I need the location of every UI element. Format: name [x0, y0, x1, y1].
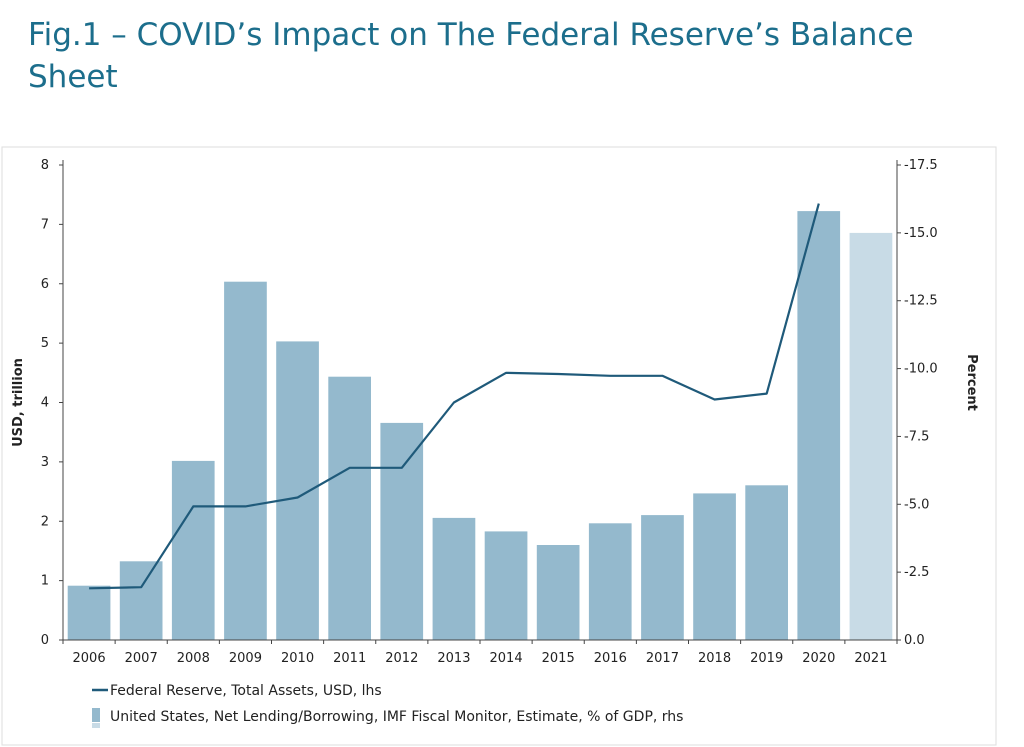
y2-tick-label-6: -15.0: [904, 226, 938, 241]
y-tick-label-4: 4: [41, 396, 49, 411]
bar-2008: [171, 460, 215, 640]
bar-2006: [67, 585, 111, 640]
bars-layer: [67, 211, 893, 640]
bar-2015: [536, 545, 580, 640]
x-tick-label-2015: 2015: [542, 651, 575, 666]
bar-2011: [328, 376, 371, 640]
bar-2017: [641, 515, 684, 640]
y2-tick-label-5: -12.5: [904, 294, 938, 309]
bar-2009: [224, 281, 267, 640]
x-tick-label-2010: 2010: [281, 651, 314, 666]
bar-2016: [588, 523, 632, 640]
bar-2018: [693, 493, 736, 640]
y-tick-label-6: 6: [41, 277, 49, 292]
dual-axis-chart: 0 1 2 3 4 5 6 7 8 0.0 -2.5 -5.0 -7.5 -10.0 -12.5 -15.0 -…: [1, 146, 997, 746]
bar-2020: [797, 211, 841, 640]
bar-2013: [432, 517, 476, 640]
bar-2019: [745, 485, 788, 640]
chart-container: 0 1 2 3 4 5 6 7 8 0.0 -2.5 -5.0 -7.5 -10.0 -12.5 -15.0 -…: [0, 145, 1024, 747]
x-tick-label-2013: 2013: [437, 651, 470, 666]
y-tick-label-3: 3: [41, 455, 49, 470]
x-tick-label-2021: 2021: [854, 651, 887, 666]
legend-label-federal-reserve: Federal Reserve, Total Assets, USD, lhs: [110, 683, 382, 699]
x-tick-label-2020: 2020: [802, 651, 835, 666]
y2-tick-label-3: -7.5: [904, 429, 929, 444]
bar-2012: [380, 422, 424, 640]
y-tick-label-1: 1: [41, 574, 49, 589]
y-tick-label-8: 8: [41, 158, 49, 173]
x-tick-label-2009: 2009: [229, 651, 262, 666]
y-tick-label-0: 0: [41, 633, 49, 648]
x-tick-label-2016: 2016: [594, 651, 627, 666]
line-layer: [89, 203, 820, 590]
x-tick-label-2018: 2018: [698, 651, 731, 666]
bar-2010: [276, 341, 319, 640]
legend-label-net-lending: United States, Net Lending/Borrowing, IM…: [110, 709, 683, 725]
y2-tick-label-4: -10.0: [904, 362, 938, 377]
x-tick-label-2007: 2007: [125, 651, 158, 666]
line-federal-reserve-assets: [89, 203, 820, 590]
bar-2021: [849, 232, 893, 640]
x-tick-label-2014: 2014: [490, 651, 523, 666]
x-tick-label-2011: 2011: [333, 651, 366, 666]
y2-tick-label-7: -17.5: [904, 158, 938, 173]
y2-axis-title: Percent: [964, 354, 979, 411]
x-tick-label-2019: 2019: [750, 651, 783, 666]
chart-title: Fig.1 – COVID’s Impact on The Federal Re…: [28, 17, 914, 95]
y-axis-title: USD, trillion: [11, 358, 26, 447]
bar-2014: [484, 531, 528, 640]
axes-layer: 0 1 2 3 4 5 6 7 8 0.0 -2.5 -5.0 -7.5 -10.0 -12.5 -15.0 -…: [11, 158, 979, 666]
bar-2007: [119, 561, 163, 640]
y-tick-label-7: 7: [41, 217, 49, 232]
x-tick-label-2012: 2012: [385, 651, 418, 666]
y2-tick-label-1: -2.5: [904, 565, 929, 580]
y-tick-label-5: 5: [41, 336, 49, 351]
x-tick-label-2017: 2017: [646, 651, 679, 666]
legend-swatch-bar-estimate: [92, 723, 100, 728]
y2-tick-label-0: 0.0: [904, 633, 925, 648]
legend-swatch-bar: [92, 708, 100, 722]
x-tick-label-2006: 2006: [73, 651, 106, 666]
y-tick-label-2: 2: [41, 514, 49, 529]
legend: Federal Reserve, Total Assets, USD, lhs U…: [92, 683, 683, 728]
x-tick-label-2008: 2008: [177, 651, 210, 666]
y2-tick-label-2: -5.0: [904, 497, 929, 512]
